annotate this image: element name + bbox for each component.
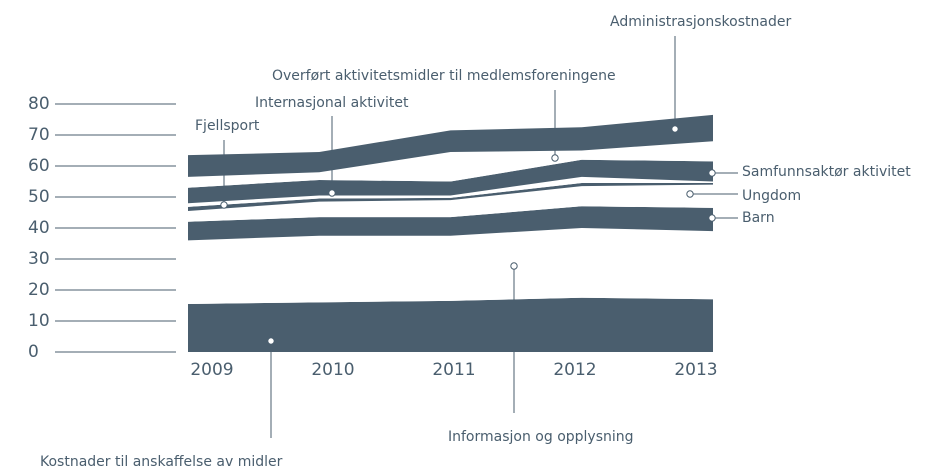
series-label: Informasjon og opplysning [448,429,634,445]
y-tick-label: 30 [28,249,50,269]
y-tick-label: 40 [28,218,50,238]
series-label: Administrasjonskostnader [610,14,791,30]
y-tick-label: 50 [28,187,50,207]
y-tick-label: 80 [28,94,50,114]
pointer-dot [220,201,228,209]
area [188,228,713,304]
area [188,114,713,177]
area [188,297,713,352]
y-tick-label: 70 [28,125,50,145]
pointer-dot [671,125,679,133]
series-label: Internasjonal aktivitet [255,95,409,111]
series-label: Kostnader til anskaffelse av midler [40,454,283,470]
x-tick-label: 2010 [311,360,354,380]
pointer-dot [551,154,559,162]
series-label: Fjellsport [195,118,260,134]
x-tick-label: 2009 [190,360,233,380]
pointer-dot [686,190,694,198]
area [188,176,713,207]
pointer-dot [708,169,716,177]
y-tick-label: 0 [28,342,39,362]
pointer-dot [328,189,336,197]
pointer-dot [510,262,518,270]
y-tick-label: 60 [28,156,50,176]
y-tick-label: 20 [28,280,50,300]
area [188,206,713,241]
series-label: Overført aktivitetsmidler til medlemsfor… [272,68,616,84]
area [188,141,713,188]
x-tick-label: 2012 [553,360,596,380]
series-label: Barn [742,210,775,226]
series-label: Ungdom [742,188,801,204]
pointer-dot [708,214,716,222]
x-tick-label: 2011 [432,360,475,380]
pointer-dot [267,337,275,345]
series-label: Samfunnsaktør aktivitet [742,164,911,180]
x-tick-label: 2013 [674,360,717,380]
y-tick-label: 10 [28,311,50,331]
area [188,184,713,222]
